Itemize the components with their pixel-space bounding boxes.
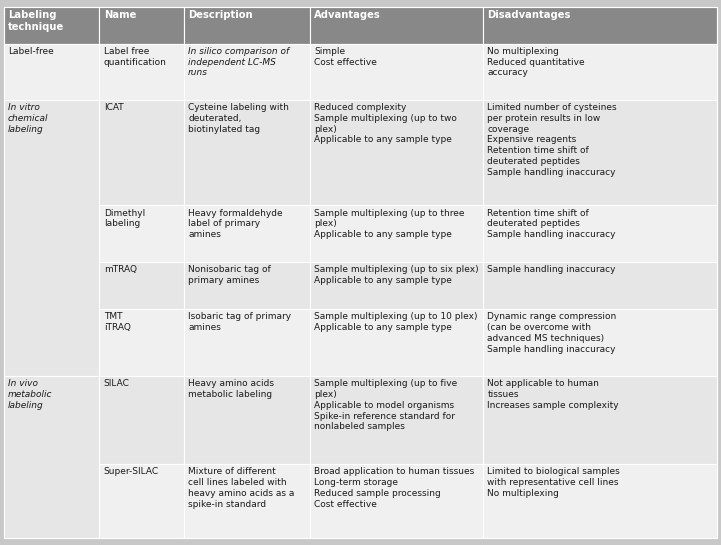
Text: Advantages: Advantages <box>314 10 381 20</box>
Bar <box>310 309 483 376</box>
Bar <box>483 376 717 464</box>
Bar <box>310 205 483 262</box>
Text: Heavy amino acids
metabolic labeling: Heavy amino acids metabolic labeling <box>188 379 274 399</box>
Text: TMT
iTRAQ: TMT iTRAQ <box>104 312 131 332</box>
Text: SILAC: SILAC <box>104 379 130 389</box>
Text: Sample multiplexing (up to three
plex)
Applicable to any sample type: Sample multiplexing (up to three plex) A… <box>314 209 465 239</box>
Bar <box>483 7 717 44</box>
Bar <box>99 376 184 464</box>
Bar <box>99 7 184 44</box>
Text: Label-free: Label-free <box>8 47 53 56</box>
Bar <box>310 464 483 538</box>
Text: mTRAQ: mTRAQ <box>104 265 137 274</box>
Bar <box>184 262 310 309</box>
Text: Retention time shift of
deuterated peptides
Sample handling inaccuracy: Retention time shift of deuterated pepti… <box>487 209 616 239</box>
Bar <box>184 44 310 100</box>
Text: Sample multiplexing (up to six plex)
Applicable to any sample type: Sample multiplexing (up to six plex) App… <box>314 265 479 284</box>
Text: Disadvantages: Disadvantages <box>487 10 571 20</box>
Text: Simple
Cost effective: Simple Cost effective <box>314 47 377 66</box>
Text: Limited to biological samples
with representative cell lines
No multiplexing: Limited to biological samples with repre… <box>487 467 620 498</box>
Bar <box>99 100 184 205</box>
Text: Nonisobaric tag of
primary amines: Nonisobaric tag of primary amines <box>188 265 271 284</box>
Text: Sample multiplexing (up to five
plex)
Applicable to model organisms
Spike-in ref: Sample multiplexing (up to five plex) Ap… <box>314 379 458 431</box>
Bar <box>184 464 310 538</box>
Text: ICAT: ICAT <box>104 103 123 112</box>
Text: No multiplexing
Reduced quantitative
accuracy: No multiplexing Reduced quantitative acc… <box>487 47 585 77</box>
Text: Not applicable to human
tissues
Increases sample complexity: Not applicable to human tissues Increase… <box>487 379 619 410</box>
Bar <box>483 205 717 262</box>
Text: Limited number of cysteines
per protein results in low
coverage
Expensive reagen: Limited number of cysteines per protein … <box>487 103 617 177</box>
Bar <box>483 100 717 205</box>
Text: Name: Name <box>104 10 136 20</box>
Text: Sample handling inaccuracy: Sample handling inaccuracy <box>487 265 616 274</box>
Bar <box>99 205 184 262</box>
Bar <box>4 7 99 44</box>
Bar <box>184 205 310 262</box>
Bar <box>310 376 483 464</box>
Bar <box>99 262 184 309</box>
Text: Labeling
technique: Labeling technique <box>8 10 64 32</box>
Text: Label free
quantification: Label free quantification <box>104 47 167 66</box>
Bar <box>184 7 310 44</box>
Bar <box>99 309 184 376</box>
Text: In silico comparison of
independent LC-MS
runs: In silico comparison of independent LC-M… <box>188 47 289 77</box>
Bar <box>483 464 717 538</box>
Bar <box>483 262 717 309</box>
Text: Mixture of different
cell lines labeled with
heavy amino acids as a
spike-in sta: Mixture of different cell lines labeled … <box>188 467 295 508</box>
Bar <box>184 376 310 464</box>
Bar <box>310 7 483 44</box>
Bar <box>99 44 184 100</box>
Bar <box>184 309 310 376</box>
Bar <box>4 44 99 100</box>
Text: Broad application to human tissues
Long-term storage
Reduced sample processing
C: Broad application to human tissues Long-… <box>314 467 474 508</box>
Bar <box>4 376 99 538</box>
Text: Reduced complexity
Sample multiplexing (up to two
plex)
Applicable to any sample: Reduced complexity Sample multiplexing (… <box>314 103 457 144</box>
Bar <box>310 100 483 205</box>
Bar <box>310 262 483 309</box>
Bar <box>483 44 717 100</box>
Bar <box>310 44 483 100</box>
Text: Isobaric tag of primary
amines: Isobaric tag of primary amines <box>188 312 291 332</box>
Text: In vitro
chemical
labeling: In vitro chemical labeling <box>8 103 48 134</box>
Text: Cysteine labeling with
deuterated,
biotinylated tag: Cysteine labeling with deuterated, bioti… <box>188 103 289 134</box>
Text: Dynamic range compression
(can be overcome with
advanced MS techniques)
Sample h: Dynamic range compression (can be overco… <box>487 312 616 354</box>
Bar <box>483 309 717 376</box>
Bar <box>184 100 310 205</box>
Text: Dimethyl
labeling: Dimethyl labeling <box>104 209 145 228</box>
Text: Sample multiplexing (up to 10 plex)
Applicable to any sample type: Sample multiplexing (up to 10 plex) Appl… <box>314 312 478 332</box>
Text: In vivo
metabolic
labeling: In vivo metabolic labeling <box>8 379 53 410</box>
Bar <box>99 464 184 538</box>
Text: Super-SILAC: Super-SILAC <box>104 467 159 476</box>
Bar <box>4 100 99 376</box>
Text: Description: Description <box>188 10 253 20</box>
Text: Heavy formaldehyde
label of primary
amines: Heavy formaldehyde label of primary amin… <box>188 209 283 239</box>
